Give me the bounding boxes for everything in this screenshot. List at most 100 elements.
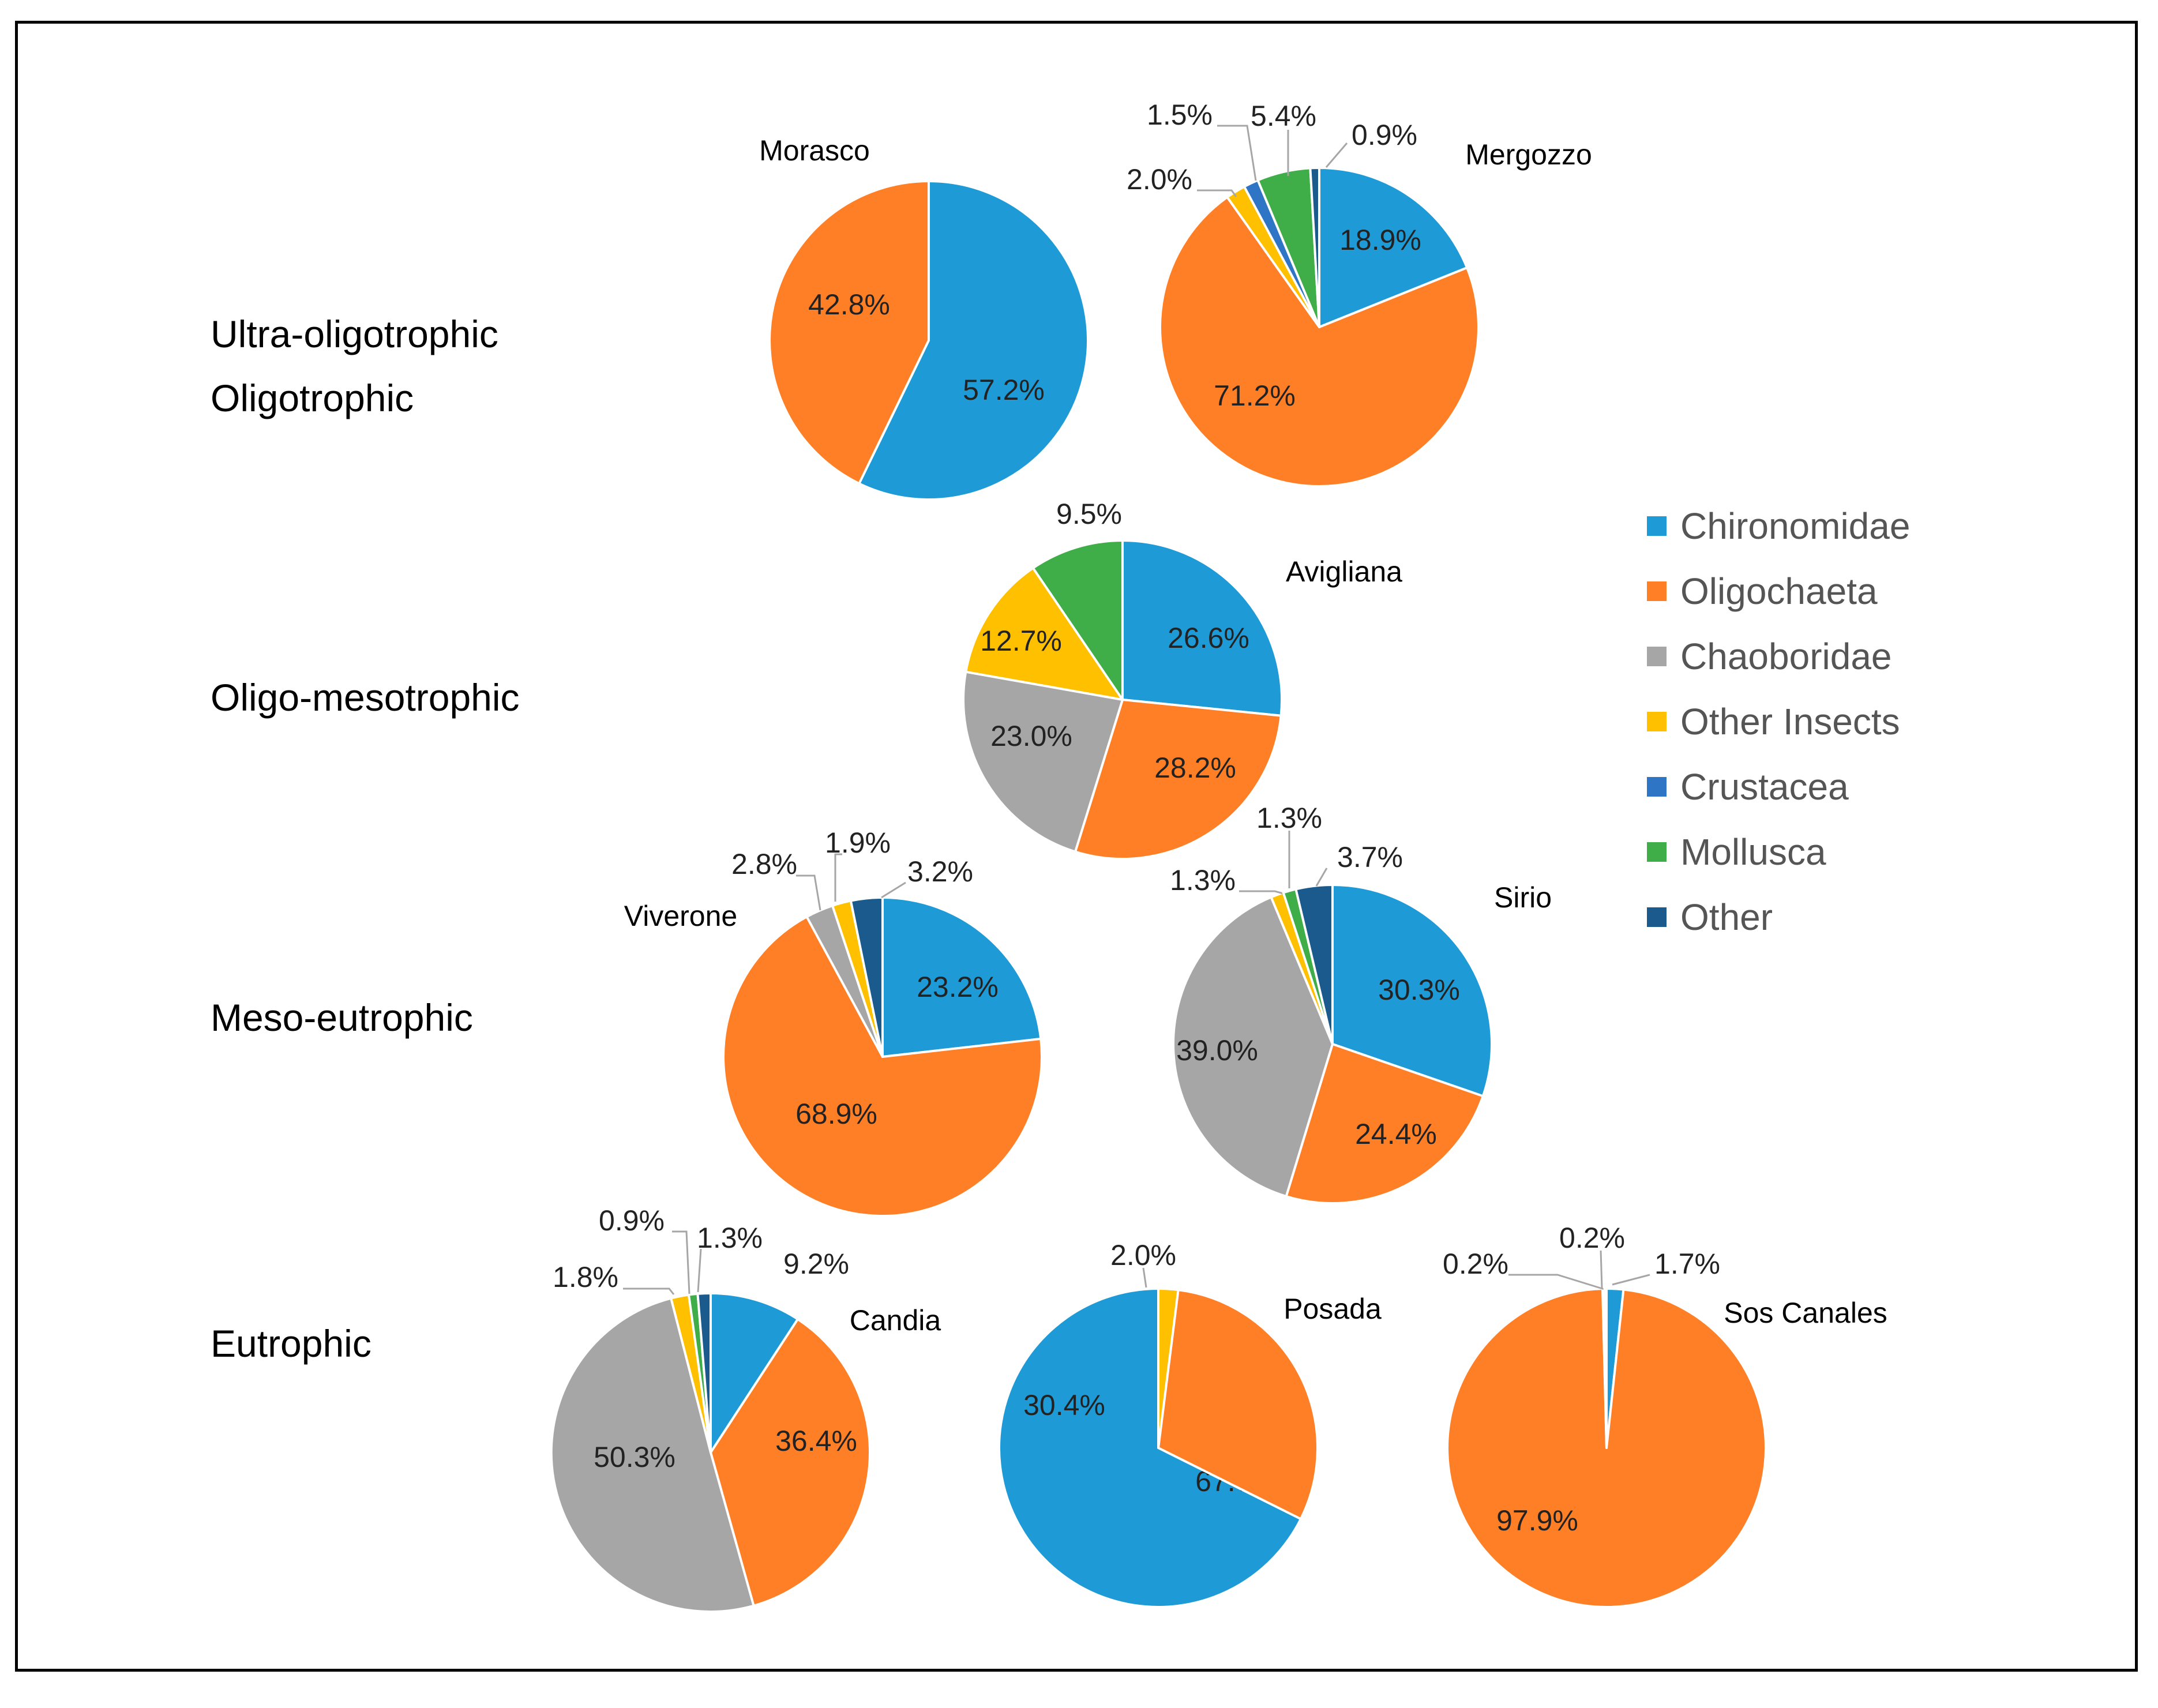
data-label-viverone: 1.9%: [825, 827, 891, 859]
trophic-label-line: Meso-eutrophic: [211, 996, 473, 1039]
pie-slice-candia-oligochaeta: [710, 1317, 871, 1607]
pie-slice-posada-chironomidae: [998, 1287, 1302, 1608]
pie-slice-candia-chironomidae: [710, 1292, 799, 1454]
data-label-sos-canales: 1.7%: [1654, 1248, 1720, 1280]
pie-title-viverone: Viverone: [624, 900, 737, 932]
data-label-candia: 0.9%: [599, 1204, 665, 1237]
data-label-candia: 50.3%: [594, 1441, 675, 1473]
pie-slice-posada-oligochaeta: [1157, 1289, 1319, 1521]
pie-slice-avigliana-oligochaeta: [1074, 699, 1282, 860]
data-label-sirio: 1.3%: [1170, 864, 1236, 896]
data-label-mergozzo: 2.0%: [1127, 163, 1192, 196]
pie-slice-viverone-chironomidae: [881, 896, 1042, 1058]
pie-slice-sirio-chaoboridae: [1172, 896, 1334, 1198]
legend-label: Mollusca: [1680, 831, 1826, 873]
legend-swatch-chaoboridae: [1647, 646, 1667, 666]
data-label-mergozzo: 0.9%: [1352, 119, 1417, 151]
data-label-morasco: 42.8%: [808, 288, 890, 321]
data-label-sos-canales: 0.2%: [1443, 1248, 1508, 1280]
pie-slice-viverone-oligochaeta: [722, 915, 1043, 1217]
trophic-label-line: Oligotrophic: [211, 377, 414, 420]
pie-slice-sirio-oligochaeta: [1285, 1043, 1484, 1204]
data-label-mergozzo: 18.9%: [1339, 224, 1421, 256]
pie-title-sirio: Sirio: [1494, 881, 1552, 914]
legend-item-oligochaeta: Oligochaeta: [1647, 558, 1910, 624]
legend-label: Chaoboridae: [1680, 635, 1892, 677]
data-label-candia: 1.8%: [553, 1261, 618, 1293]
data-label-sirio: 24.4%: [1355, 1118, 1437, 1150]
data-label-viverone: 2.8%: [731, 848, 797, 880]
data-label-avigliana: 26.6%: [1168, 622, 1249, 654]
legend: Chironomidae Oligochaeta Chaoboridae Oth…: [1647, 493, 1910, 949]
data-label-mergozzo: 1.5%: [1147, 99, 1213, 131]
legend-swatch-mollusca: [1647, 842, 1667, 862]
legend-label: Other Insects: [1680, 700, 1900, 742]
pie-slice-posada-other-insects: [1157, 1287, 1180, 1449]
data-label-viverone: 23.2%: [917, 971, 999, 1003]
data-label-candia: 9.2%: [783, 1248, 849, 1280]
data-label-avigliana: 28.2%: [1154, 752, 1236, 784]
legend-label: Oligochaeta: [1680, 570, 1878, 612]
leader-line-sirio: [1239, 890, 1286, 895]
pie-title-sos-canales: Sos Canales: [1724, 1297, 1887, 1329]
data-label-sirio: 3.7%: [1337, 841, 1403, 873]
pie-slice-avigliana-chironomidae: [1121, 539, 1283, 717]
data-label-sos-canales: 0.2%: [1559, 1222, 1625, 1254]
leader-line-candia: [672, 1230, 690, 1294]
data-label-sirio: 39.0%: [1176, 1034, 1258, 1067]
trophic-label-line: Oligo-mesotrophic: [211, 676, 520, 719]
trophic-label-line: Ultra-oligotrophic: [211, 313, 498, 355]
leader-line-sos-canales: [1600, 1250, 1603, 1289]
pie-title-candia: Candia: [850, 1304, 941, 1337]
data-label-candia: 1.3%: [697, 1222, 763, 1254]
pie-slice-avigliana-other-insects: [964, 566, 1124, 701]
leader-line-sos-canales: [1508, 1274, 1605, 1290]
pie-title-mergozzo: Mergozzo: [1465, 138, 1592, 171]
legend-item-chaoboridae: Chaoboridae: [1647, 624, 1910, 689]
leader-line-posada: [1142, 1267, 1147, 1288]
legend-label: Other: [1680, 896, 1773, 938]
data-label-posada: 2.0%: [1110, 1239, 1176, 1271]
pie-slice-mergozzo-oligochaeta: [1159, 196, 1480, 487]
figure-frame: [15, 21, 2138, 1672]
legend-swatch-other-insects: [1647, 711, 1667, 731]
data-label-sirio: 1.3%: [1256, 802, 1322, 834]
leader-line-mergozzo: [1217, 125, 1257, 181]
pie-slice-morasco-oligochaeta: [768, 180, 930, 485]
pie-slice-morasco-chironomidae: [858, 180, 1089, 501]
data-label-candia: 36.4%: [775, 1425, 857, 1457]
pie-slice-sirio-other: [1294, 884, 1334, 1045]
legend-swatch-other: [1647, 907, 1667, 927]
legend-swatch-chironomidae: [1647, 516, 1667, 536]
leader-line-viverone: [796, 874, 821, 911]
legend-item-other: Other: [1647, 884, 1910, 949]
pie-slice-mergozzo-chironomidae: [1318, 167, 1469, 328]
pie-slice-candia-other: [696, 1292, 712, 1454]
legend-label: Chironomidae: [1680, 505, 1911, 547]
leader-line-viverone: [881, 881, 906, 899]
legend-item-other-insects: Other Insects: [1647, 689, 1910, 754]
pie-slice-mergozzo-other: [1309, 166, 1320, 328]
data-label-viverone: 68.9%: [795, 1098, 877, 1130]
leader-line-mergozzo: [1197, 189, 1237, 197]
pie-slice-candia-chaoboridae: [550, 1297, 755, 1613]
legend-item-mollusca: Mollusca: [1647, 819, 1910, 884]
data-label-sos-canales: 97.9%: [1496, 1504, 1578, 1537]
data-label-viverone: 3.2%: [907, 855, 973, 888]
pie-slice-avigliana-chaoboridae: [962, 670, 1124, 853]
pie-slice-sirio-chironomidae: [1331, 884, 1493, 1098]
legend-item-chironomidae: Chironomidae: [1647, 493, 1910, 558]
data-label-avigliana: 12.7%: [980, 625, 1062, 657]
leader-line-candia: [623, 1287, 675, 1295]
legend-swatch-oligochaeta: [1647, 581, 1667, 601]
trophic-label-ultra-oligotrophic: Ultra-oligotrophic Oligotrophic: [211, 311, 498, 421]
data-label-avigliana: 23.0%: [990, 720, 1072, 752]
data-label-posada: 30.4%: [1023, 1389, 1105, 1421]
pie-slice-sos-canales-mollusca: [1603, 1287, 1608, 1449]
data-label-avigliana: 9.5%: [1056, 498, 1122, 530]
trophic-label-oligo-mesotrophic: Oligo-mesotrophic: [211, 675, 520, 720]
pie-title-avigliana: Avigliana: [1286, 555, 1402, 588]
legend-swatch-crustacea: [1647, 776, 1667, 797]
